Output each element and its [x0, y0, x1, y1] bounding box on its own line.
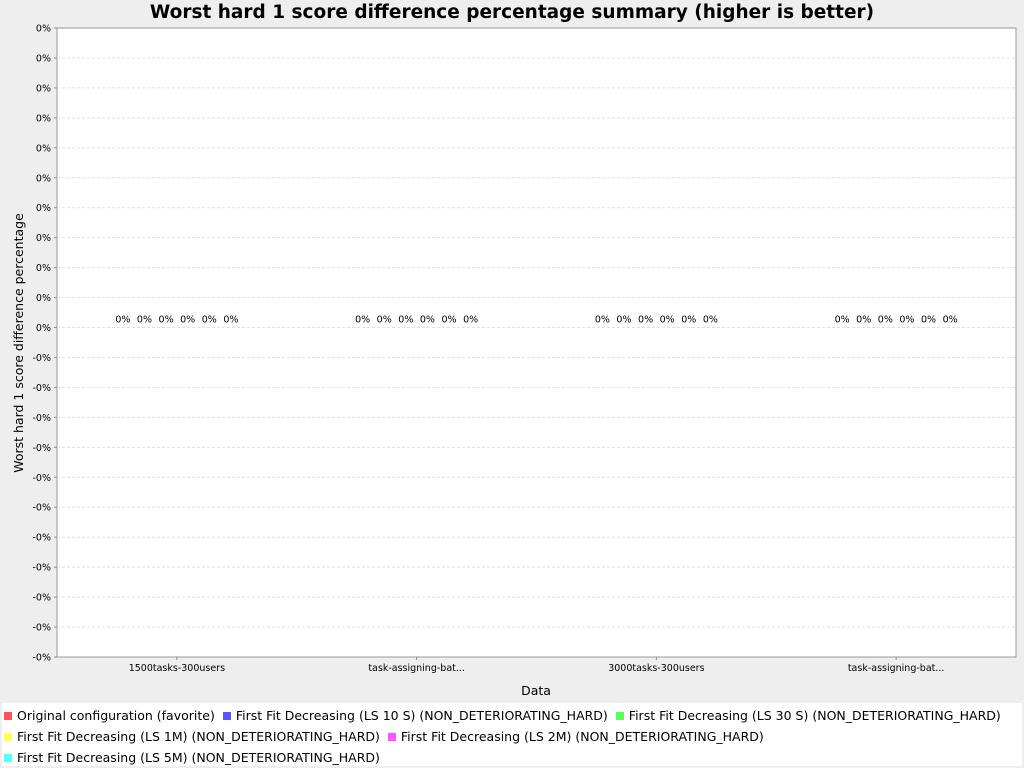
y-tick-label: 0%	[36, 143, 51, 154]
x-tick-label: 3000tasks-300users	[608, 663, 704, 674]
y-tick-label: -0%	[33, 653, 52, 664]
y-tick-label: -0%	[33, 593, 52, 604]
bar-value-label: 0%	[835, 315, 850, 326]
bar-labels: 0% 0% 0% 0% 0% 0% 0% 0% 0% 0% 0% 0% 0% 0% 0% 0% 0% 0% 0% 0%…	[115, 315, 957, 326]
y-tick-label: -0%	[33, 503, 52, 514]
bar-value-label: 0%	[441, 315, 456, 326]
y-tick-label: 0%	[36, 83, 51, 94]
bar-value-label: 0%	[899, 315, 914, 326]
bar-value-label: 0%	[681, 315, 696, 326]
legend-swatch	[222, 712, 231, 720]
chart-svg: Worst hard 1 score difference percentage…	[11, 2, 1017, 698]
y-tick-label: -0%	[33, 563, 52, 574]
chart-title: Worst hard 1 score difference percentage…	[150, 2, 874, 23]
bar-value-label: 0%	[355, 315, 370, 326]
bar-value-label: 0%	[159, 315, 174, 326]
bar-value-label: 0%	[398, 315, 413, 326]
legend-row: Original configuration (favorite) First …	[4, 705, 1020, 726]
legend-label: First Fit Decreasing (LS 30 S) (NON_DETE…	[628, 708, 1001, 723]
legend-swatch	[4, 733, 12, 741]
legend-item-ls-1m: First Fit Decreasing (LS 1M) (NON_DETERI…	[4, 726, 380, 747]
x-axis-label: Data	[521, 683, 551, 698]
bar-value-label: 0%	[463, 315, 478, 326]
legend-swatch	[4, 712, 12, 720]
legend-item-ls-30s: First Fit Decreasing (LS 30 S) (NON_DETE…	[615, 705, 1001, 726]
y-tick-label: 0%	[36, 173, 51, 184]
legend-row: First Fit Decreasing (LS 1M) (NON_DETERI…	[4, 726, 1020, 747]
x-axis-ticks: 1500tasks-300users task-assigning-bat... 3…	[129, 657, 945, 674]
legend-row: First Fit Decreasing (LS 5M) (NON_DETERI…	[4, 747, 1020, 768]
x-tick-label: task-assigning-bat...	[848, 663, 945, 674]
legend: Original configuration (favorite) First …	[2, 703, 1022, 766]
bar-value-label: 0%	[616, 315, 631, 326]
y-tick-label: -0%	[33, 623, 52, 634]
bar-value-label: 0%	[595, 315, 610, 326]
legend-swatch	[387, 733, 396, 741]
y-tick-label: 0%	[36, 113, 51, 124]
y-tick-label: 0%	[36, 293, 51, 304]
y-axis-label: Worst hard 1 score difference percentage	[11, 213, 26, 473]
x-tick-label: task-assigning-bat...	[368, 663, 465, 674]
y-axis-ticks: 0% 0% 0% 0% 0% 0% 0% 0% 0% 0% 0% -0% -0% -0% -0% -0% -0%…	[33, 24, 57, 664]
y-tick-label: -0%	[33, 413, 52, 424]
bar-value-label: 0%	[703, 315, 718, 326]
legend-item-original-configuration: Original configuration (favorite)	[4, 705, 215, 726]
bar-value-label: 0%	[137, 315, 152, 326]
legend-label: First Fit Decreasing (LS 1M) (NON_DETERI…	[17, 729, 380, 744]
bar-value-label: 0%	[943, 315, 958, 326]
bar-value-label: 0%	[660, 315, 675, 326]
bar-value-label: 0%	[377, 315, 392, 326]
bar-value-label: 0%	[878, 315, 893, 326]
y-tick-label: 0%	[36, 263, 51, 274]
y-tick-label: 0%	[36, 323, 51, 334]
bar-value-label: 0%	[921, 315, 936, 326]
plot-area	[56, 27, 1017, 658]
y-tick-label: 0%	[36, 233, 51, 244]
y-tick-label: -0%	[33, 443, 52, 454]
bar-value-label: 0%	[223, 315, 238, 326]
legend-label: Original configuration (favorite)	[17, 708, 215, 723]
legend-item-ls-10s: First Fit Decreasing (LS 10 S) (NON_DETE…	[222, 705, 608, 726]
y-tick-label: 0%	[36, 53, 51, 64]
y-tick-label: -0%	[33, 473, 52, 484]
legend-item-ls-2m: First Fit Decreasing (LS 2M) (NON_DETERI…	[387, 726, 764, 747]
legend-swatch	[615, 712, 624, 720]
y-tick-label: 0%	[36, 203, 51, 214]
bar-value-label: 0%	[202, 315, 217, 326]
y-tick-label: -0%	[33, 383, 52, 394]
bar-value-label: 0%	[856, 315, 871, 326]
legend-label: First Fit Decreasing (LS 10 S) (NON_DETE…	[235, 708, 608, 723]
bar-value-label: 0%	[180, 315, 195, 326]
y-tick-label: -0%	[33, 353, 52, 364]
bar-value-label: 0%	[420, 315, 435, 326]
y-tick-label: -0%	[33, 533, 52, 544]
legend-item-ls-5m: First Fit Decreasing (LS 5M) (NON_DETERI…	[4, 747, 380, 768]
legend-label: First Fit Decreasing (LS 5M) (NON_DETERI…	[17, 750, 380, 765]
y-tick-label: 0%	[36, 24, 51, 35]
bar-value-label: 0%	[115, 315, 130, 326]
x-tick-label: 1500tasks-300users	[129, 663, 225, 674]
legend-swatch	[4, 754, 12, 762]
legend-label: First Fit Decreasing (LS 2M) (NON_DETERI…	[400, 729, 764, 744]
bar-value-label: 0%	[638, 315, 653, 326]
